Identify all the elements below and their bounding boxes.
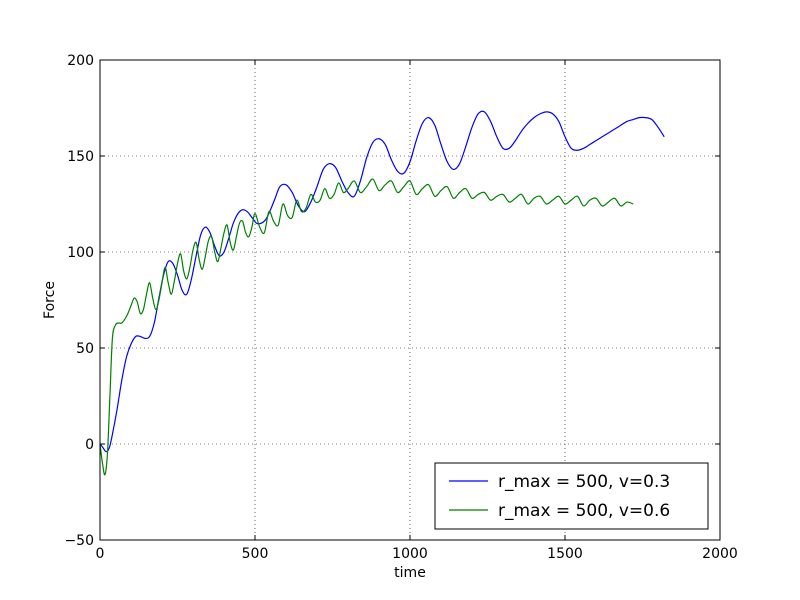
legend: r_max = 500, v=0.3 r_max = 500, v=0.6: [434, 462, 709, 530]
y-tick-label: 100: [67, 245, 94, 261]
x-tick-label: 500: [242, 546, 269, 562]
series-line-2: [99, 178, 634, 476]
series-line-1: [99, 110, 665, 453]
grid: [100, 60, 720, 540]
y-axis-label: Force: [42, 281, 58, 319]
legend-box: [434, 462, 709, 530]
x-tick-label: 2000: [702, 546, 738, 562]
legend-label-series-2: r_max = 500, v=0.6: [498, 501, 670, 521]
y-tick-label: 0: [85, 437, 94, 453]
x-axis-label: time: [394, 565, 426, 581]
y-tick-label: 150: [67, 149, 94, 165]
series-lines: [99, 110, 665, 476]
y-tick-label: 50: [76, 341, 94, 357]
legend-label-series-1: r_max = 500, v=0.3: [498, 472, 670, 492]
axis-ticks: [99, 59, 721, 541]
x-tick-label: 1500: [547, 546, 583, 562]
x-tick-label: 0: [96, 546, 105, 562]
y-tick-label: −50: [64, 533, 94, 549]
y-tick-label: 200: [67, 53, 94, 69]
x-tick-label: 1000: [392, 546, 428, 562]
